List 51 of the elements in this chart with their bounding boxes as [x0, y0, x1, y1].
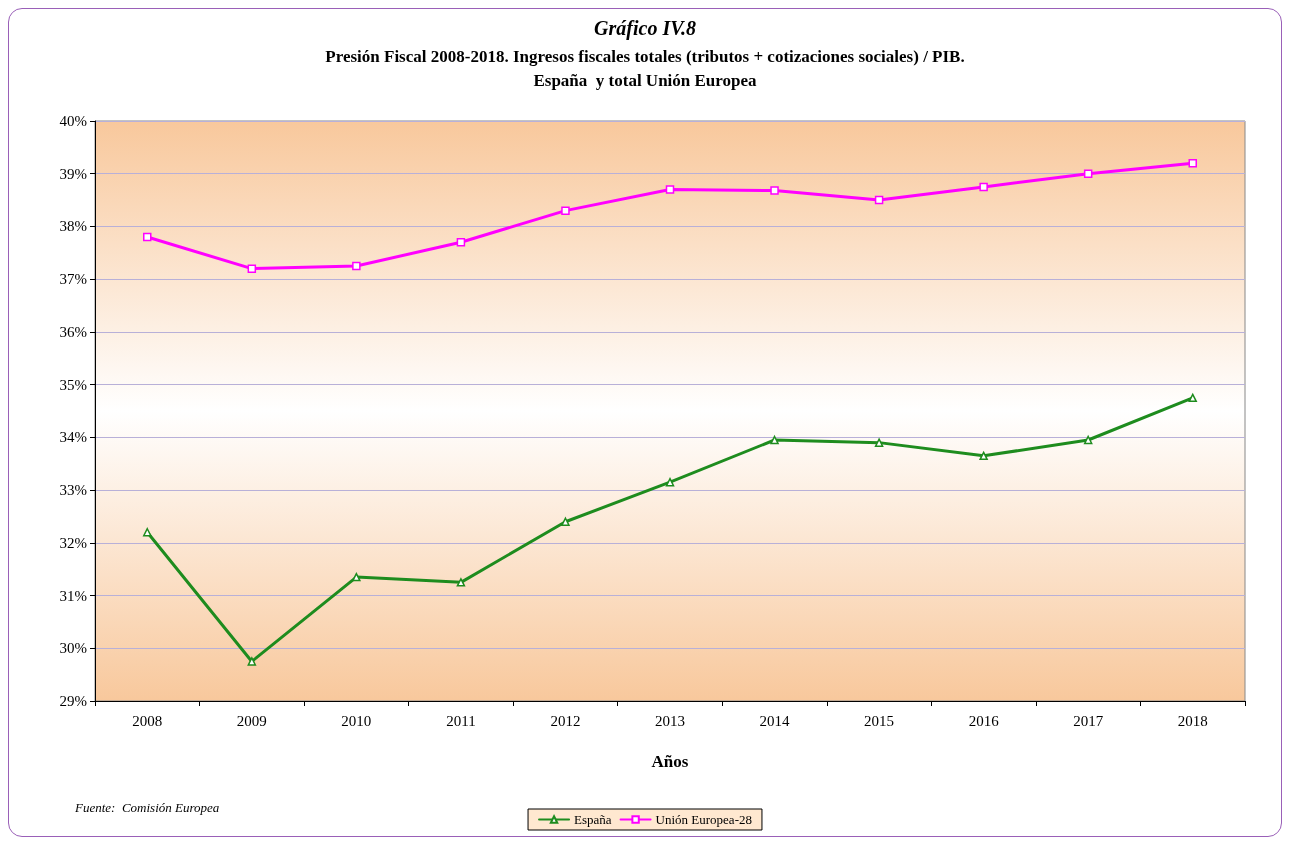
point — [1188, 393, 1197, 403]
chart-title: Gráfico IV.8 — [594, 17, 696, 40]
y-tick-label: 30% — [59, 640, 87, 657]
point — [874, 195, 884, 205]
x-tick-label: 2008 — [132, 712, 163, 729]
point — [352, 572, 361, 582]
x-tick-label: 2015 — [864, 712, 895, 729]
y-tick-label: 31% — [59, 587, 87, 604]
point — [456, 578, 466, 587]
y-tick-label: 38% — [59, 218, 87, 235]
y-tick-label: 29% — [59, 693, 87, 709]
y-tick-label: 33% — [59, 482, 87, 499]
x-tick-label: 2017 — [1073, 712, 1104, 729]
x-tick-label: 2011 — [446, 712, 476, 729]
point — [561, 206, 570, 215]
x-axis-title: Años — [651, 752, 689, 771]
point — [770, 435, 779, 445]
point — [352, 261, 361, 271]
point — [247, 657, 257, 666]
point — [665, 185, 675, 194]
y-tick-label: 40% — [59, 113, 87, 129]
point — [874, 438, 884, 447]
y-tick-label: 39% — [59, 165, 87, 182]
point — [1083, 169, 1093, 178]
point — [979, 182, 988, 192]
point — [456, 238, 466, 247]
chart-subtitle: Presión Fiscal 2008-2018. Ingresos fiscales totales (tributos + cotizaciones sociales) / PIB. España y total Unión Europea — [325, 46, 965, 90]
point — [143, 528, 152, 537]
point — [770, 186, 779, 195]
x-tick-label: 2010 — [341, 712, 372, 729]
source-note: Fuente: Comisión Europea — [74, 800, 220, 815]
x-tick-label: 2016 — [968, 712, 1000, 729]
y-tick-label: 35% — [59, 376, 87, 393]
point — [143, 232, 152, 242]
x-tick-label: 2014 — [759, 712, 791, 729]
y-tick-label: 36% — [59, 323, 87, 340]
x-tick-label: 2018 — [1177, 712, 1208, 729]
y-tick-label: 32% — [59, 534, 87, 551]
point — [665, 477, 675, 487]
point — [247, 264, 257, 273]
point — [561, 517, 570, 526]
y-tick-label: 34% — [59, 429, 87, 446]
point — [979, 451, 988, 461]
x-tick-label: 2013 — [655, 712, 685, 729]
point — [1188, 158, 1197, 168]
y-tick-label: 37% — [59, 271, 87, 288]
x-tick-label: 2012 — [550, 712, 581, 729]
point — [1083, 435, 1093, 445]
x-tick-label: 2009 — [236, 712, 267, 729]
legend-label: Unión Europea-28 — [655, 812, 752, 827]
legend-label: España — [574, 812, 612, 827]
